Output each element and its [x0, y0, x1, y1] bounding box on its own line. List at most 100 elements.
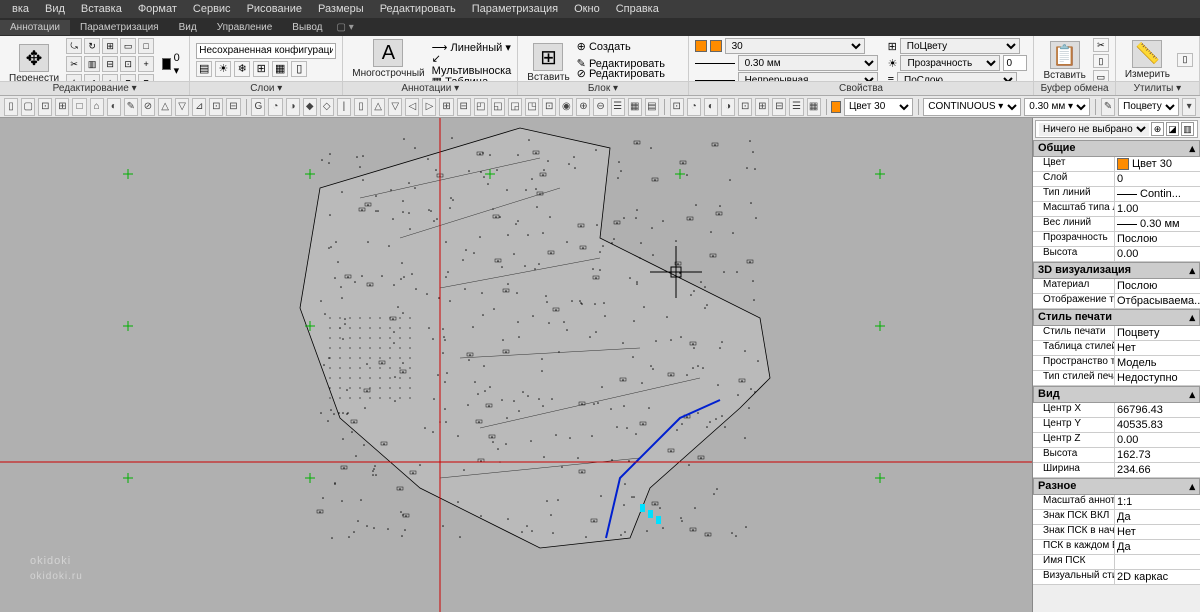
- props-row-2-0[interactable]: Стиль печатиПоцвету: [1033, 326, 1200, 341]
- prop-rselect-0[interactable]: ПоЦвету: [900, 38, 1020, 54]
- clip-btn-0[interactable]: ✂: [1093, 38, 1109, 52]
- tab-2[interactable]: Вид: [169, 20, 207, 35]
- props-row-2-2[interactable]: Пространство та...Модель: [1033, 356, 1200, 371]
- prop-select-1[interactable]: 0.30 мм: [738, 55, 878, 71]
- props-row-3-0[interactable]: Центр X66796.43: [1033, 403, 1200, 418]
- ribbon-big-3[interactable]: ⊞Вставить: [524, 42, 572, 84]
- menu-параметризация[interactable]: Параметризация: [464, 1, 566, 17]
- menu-вид[interactable]: Вид: [37, 1, 73, 17]
- menu-справка[interactable]: Справка: [608, 1, 667, 17]
- menu-вка[interactable]: вка: [4, 1, 37, 17]
- props-section-4[interactable]: Разное▴: [1033, 478, 1200, 495]
- props-row-3-3[interactable]: Высота162.73: [1033, 448, 1200, 463]
- ribbon-group-0: ✥Перенести⤿↻⊞▭□✂▥⊟⊡+△⊿▲■■0 ▾Редактирован…: [0, 36, 190, 95]
- props-row-0-1[interactable]: Слой0: [1033, 172, 1200, 187]
- ribbon-big-icon: 📋: [1050, 41, 1080, 69]
- props-row-0-3[interactable]: Масштаб типа л...1.00: [1033, 202, 1200, 217]
- ribbon-small-0-1[interactable]: ↻: [84, 38, 100, 54]
- ribbon-big-6[interactable]: 📏Измерить: [1122, 39, 1173, 81]
- qmid-3[interactable]: ◆: [303, 98, 317, 116]
- props-row-2-1[interactable]: Таблица стилей ...Нет: [1033, 341, 1200, 356]
- qbar-plot-icon[interactable]: ✎: [1101, 98, 1115, 116]
- transparency-input[interactable]: [1003, 55, 1027, 71]
- qmid-0[interactable]: G: [251, 98, 265, 116]
- props-row-0-6[interactable]: Высота0.00: [1033, 247, 1200, 262]
- ribbon-group-title: Аннотации ▾: [343, 81, 517, 95]
- qleft-12[interactable]: ⊡: [209, 98, 223, 116]
- layer-btn-1[interactable]: ☀: [215, 61, 231, 77]
- ribbon-small-0-0[interactable]: ⤿: [66, 38, 82, 54]
- qleft-13[interactable]: ⊟: [226, 98, 240, 116]
- ribbon-line-3-0[interactable]: ⊕ Создать: [577, 38, 682, 54]
- qmid-2[interactable]: ◑: [286, 98, 300, 116]
- tab-3[interactable]: Управление: [207, 20, 283, 35]
- props-section-2[interactable]: Стиль печати▴: [1033, 309, 1200, 326]
- props-row-4-3[interactable]: ПСК в каждом В...Да: [1033, 540, 1200, 555]
- clip-btn-1[interactable]: ▯: [1093, 54, 1109, 68]
- qbar-plot-select[interactable]: Поцвету: [1118, 98, 1179, 116]
- props-hicon-1[interactable]: ◪: [1166, 122, 1179, 136]
- props-hicon-0[interactable]: ⊕: [1151, 122, 1164, 136]
- props-row-0-4[interactable]: Вес линий0.30 мм: [1033, 217, 1200, 232]
- layer-btn-4[interactable]: ▦: [272, 61, 288, 77]
- props-selection[interactable]: Ничего не выбрано: [1039, 123, 1149, 136]
- menu-формат[interactable]: Формат: [130, 1, 185, 17]
- qmid-4[interactable]: ◇: [320, 98, 334, 116]
- ribbon-line-2-1[interactable]: ↙ Мультивыноска: [432, 57, 512, 73]
- layer-config-input[interactable]: [196, 43, 336, 59]
- qmid-1[interactable]: ◔: [268, 98, 282, 116]
- props-section-3[interactable]: Вид▴: [1033, 386, 1200, 403]
- props-row-0-5[interactable]: ПрозрачностьПослою: [1033, 232, 1200, 247]
- menu-сервис[interactable]: Сервис: [185, 1, 239, 17]
- ribbon-color-swatch[interactable]: [162, 58, 171, 70]
- menu-редактировать[interactable]: Редактировать: [372, 1, 464, 17]
- menu-окно[interactable]: Окно: [566, 1, 608, 17]
- props-row-0-0[interactable]: ЦветЦвет 30: [1033, 157, 1200, 172]
- props-row-3-1[interactable]: Центр Y40535.83: [1033, 418, 1200, 433]
- layer-btn-2[interactable]: ❄: [234, 61, 250, 77]
- tab-extra[interactable]: ▢ ▾: [333, 22, 358, 33]
- layer-btn-3[interactable]: ⊞: [253, 61, 269, 77]
- menu-рисование[interactable]: Рисование: [239, 1, 310, 17]
- layer-btn-0[interactable]: ▤: [196, 61, 212, 77]
- ribbon-small-0-3[interactable]: ▭: [120, 38, 136, 54]
- props-row-4-5[interactable]: Визуальный стиль2D каркас: [1033, 570, 1200, 585]
- clip-btn-0[interactable]: ▯: [1177, 53, 1193, 67]
- props-section-0[interactable]: Общие▴: [1033, 140, 1200, 157]
- props-row-3-2[interactable]: Центр Z0.00: [1033, 433, 1200, 448]
- props-row-0-2[interactable]: Тип линийContin...: [1033, 187, 1200, 202]
- props-row-4-2[interactable]: Знак ПСК в нач. ...Нет: [1033, 525, 1200, 540]
- ribbon-big-0[interactable]: ✥Перенести: [6, 43, 62, 85]
- props-row-4-1[interactable]: Знак ПСК ВКЛДа: [1033, 510, 1200, 525]
- prop-rselect-1[interactable]: Прозрачность: [900, 55, 1000, 71]
- layer-btn-5[interactable]: ▯: [291, 61, 307, 77]
- qbar-lineweight[interactable]: 0.30 мм ▾: [1024, 98, 1090, 116]
- ribbon-small-0-2[interactable]: ⊞: [102, 38, 118, 54]
- properties-panel: Ничего не выбрано⊕◪▥ Общие▴ЦветЦвет 30Сло…: [1032, 118, 1200, 612]
- tab-0[interactable]: Аннотации: [0, 20, 70, 35]
- ribbon-tabs: АннотацииПараметризацияВидУправлениеВыво…: [0, 18, 1200, 36]
- props-row-3-4[interactable]: Ширина234.66: [1033, 463, 1200, 478]
- ribbon-small-0-5[interactable]: ✂: [66, 56, 82, 72]
- qleft-11[interactable]: ⊿: [192, 98, 206, 116]
- ribbon-small-0-7[interactable]: ⊟: [102, 56, 118, 72]
- props-row-4-0[interactable]: Масштаб аннота...1:1: [1033, 495, 1200, 510]
- ribbon-big-5[interactable]: 📋Вставить: [1040, 40, 1088, 82]
- menu-размеры[interactable]: Размеры: [310, 1, 372, 17]
- ribbon-small-0-9[interactable]: +: [138, 56, 154, 72]
- tab-1[interactable]: Параметризация: [70, 20, 169, 35]
- props-row-2-3[interactable]: Тип стилей печатиНедоступно: [1033, 371, 1200, 386]
- ribbon-small-0-6[interactable]: ▥: [84, 56, 100, 72]
- tab-4[interactable]: Вывод: [282, 20, 332, 35]
- props-row-1-0[interactable]: МатериалПослою: [1033, 279, 1200, 294]
- prop-select-0[interactable]: 30: [725, 38, 865, 54]
- props-row-4-4[interactable]: Имя ПСК: [1033, 555, 1200, 570]
- ribbon-small-0-4[interactable]: □: [138, 38, 154, 54]
- props-row-1-1[interactable]: Отображение те...Отбрасываема...: [1033, 294, 1200, 309]
- ribbon-small-0-8[interactable]: ⊡: [120, 56, 136, 72]
- qbar-end[interactable]: ▾: [1182, 98, 1196, 116]
- drawing-canvas[interactable]: [0, 118, 1032, 612]
- menu-вставка[interactable]: Вставка: [73, 1, 130, 17]
- props-hicon-2[interactable]: ▥: [1181, 122, 1194, 136]
- props-section-1[interactable]: 3D визуализация▴: [1033, 262, 1200, 279]
